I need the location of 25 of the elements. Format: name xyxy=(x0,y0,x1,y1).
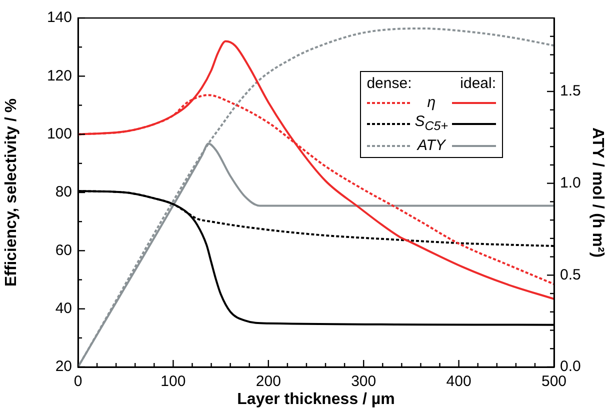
annotation: dense: xyxy=(366,74,412,93)
y2-tick-label: 1.0 xyxy=(560,174,581,192)
y2-tick-label: 0.0 xyxy=(560,358,581,376)
x-tick-label: 100 xyxy=(160,373,186,390)
y-tick-label: 80 xyxy=(55,184,72,201)
x-tick-label: 0 xyxy=(74,373,82,390)
y-tick-label: 100 xyxy=(46,125,72,142)
x-tick-label: 300 xyxy=(351,373,376,390)
legend-label: ATY xyxy=(417,136,446,155)
x-axis-title: Layer thickness / µm xyxy=(237,390,395,408)
y-tick-label: 60 xyxy=(55,242,72,259)
y-tick-label: 120 xyxy=(46,67,72,84)
annotation: ideal: xyxy=(460,74,496,93)
y-tick-label: 20 xyxy=(55,358,72,376)
x-tick-label: 400 xyxy=(446,373,472,390)
y-tick-label: 140 xyxy=(46,9,72,26)
y-tick-label: 40 xyxy=(55,300,72,317)
x-tick-label: 200 xyxy=(256,373,281,390)
y2-tick-label: 1.5 xyxy=(560,82,581,100)
legend-label: S$_{C5+}$ xyxy=(414,112,448,135)
legend-label: η xyxy=(427,93,436,112)
y2-axis-title: ATY / mol / (h m²) xyxy=(588,127,606,258)
y2-tick-label: 0.5 xyxy=(560,266,581,284)
x-tick-label: 500 xyxy=(541,373,567,390)
y-axis-title: Efficiency, selectivity / % xyxy=(3,98,20,287)
